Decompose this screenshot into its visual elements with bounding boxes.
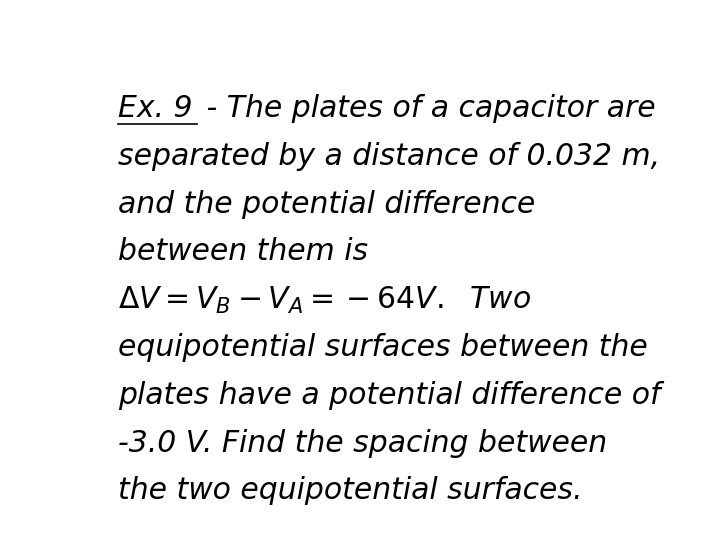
Text: the two equipotential surfaces.: the two equipotential surfaces. bbox=[118, 476, 582, 505]
Text: -3.0 V. Find the spacing between: -3.0 V. Find the spacing between bbox=[118, 429, 607, 457]
Text: plates have a potential difference of: plates have a potential difference of bbox=[118, 381, 660, 410]
Text: Ex. 9: Ex. 9 bbox=[118, 94, 192, 123]
Text: $\mathit{\Delta V = V_B - V_A = -64V.}$  $\mathit{Two}$: $\mathit{\Delta V = V_B - V_A = -64V.}$ … bbox=[118, 285, 531, 316]
Text: and the potential difference: and the potential difference bbox=[118, 190, 535, 219]
Text: equipotential surfaces between the: equipotential surfaces between the bbox=[118, 333, 648, 362]
Text: separated by a distance of 0.032 m,: separated by a distance of 0.032 m, bbox=[118, 141, 660, 171]
Text: - The plates of a capacitor are: - The plates of a capacitor are bbox=[197, 94, 656, 123]
Text: between them is: between them is bbox=[118, 238, 368, 266]
